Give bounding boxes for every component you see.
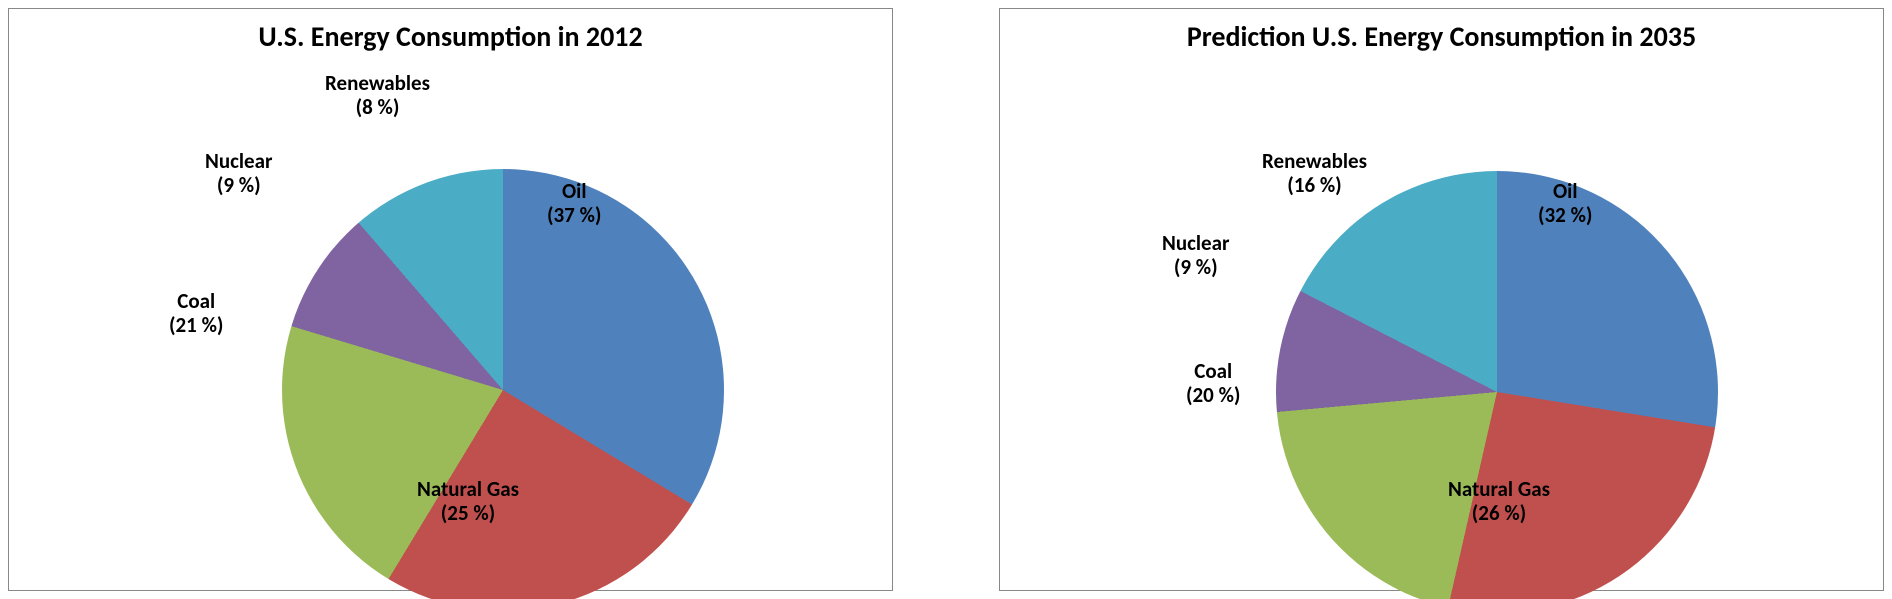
pie-chart-2012	[282, 169, 724, 599]
slice-label-oil: Oil(37 %)	[547, 179, 601, 227]
slice-label-name: Oil	[1538, 179, 1592, 203]
slice-label-name: Nuclear	[1162, 231, 1229, 255]
slice-label-name: Coal	[169, 289, 223, 313]
slice-label-name: Coal	[1186, 359, 1240, 383]
slice-label-percent: (8 %)	[325, 95, 430, 119]
slice-label-coal: Coal(20 %)	[1186, 359, 1240, 407]
pie-chart-2035	[1276, 171, 1718, 599]
slice-label-percent: (25 %)	[417, 501, 519, 525]
charts-container: U.S. Energy Consumption in 2012 Oil(37 %…	[0, 0, 1892, 599]
slice-label-coal: Coal(21 %)	[169, 289, 223, 337]
slice-label-natural-gas: Natural Gas(26 %)	[1448, 477, 1550, 525]
chart-title-2035: Prediction U.S. Energy Consumption in 20…	[1000, 19, 1883, 54]
slice-label-percent: (20 %)	[1186, 383, 1240, 407]
slice-label-name: Natural Gas	[1448, 477, 1550, 501]
slice-label-name: Natural Gas	[417, 477, 519, 501]
slice-label-natural-gas: Natural Gas(25 %)	[417, 477, 519, 525]
slice-label-percent: (16 %)	[1262, 173, 1367, 197]
slice-label-nuclear: Nuclear(9 %)	[205, 149, 272, 197]
slice-label-name: Renewables	[325, 71, 430, 95]
chart-panel-2012: U.S. Energy Consumption in 2012 Oil(37 %…	[8, 8, 893, 591]
slice-label-name: Oil	[547, 179, 601, 203]
slice-label-percent: (32 %)	[1538, 203, 1592, 227]
slice-label-nuclear: Nuclear(9 %)	[1162, 231, 1229, 279]
slice-label-name: Renewables	[1262, 149, 1367, 173]
chart-panel-2035: Prediction U.S. Energy Consumption in 20…	[999, 8, 1884, 591]
slice-label-percent: (9 %)	[205, 173, 272, 197]
slice-label-renewables: Renewables(16 %)	[1262, 149, 1367, 197]
slice-label-percent: (9 %)	[1162, 255, 1229, 279]
slice-label-percent: (37 %)	[547, 203, 601, 227]
slice-label-oil: Oil(32 %)	[1538, 179, 1592, 227]
slice-label-name: Nuclear	[205, 149, 272, 173]
slice-label-renewables: Renewables(8 %)	[325, 71, 430, 119]
slice-label-percent: (21 %)	[169, 313, 223, 337]
chart-title-2012: U.S. Energy Consumption in 2012	[9, 19, 892, 54]
slice-label-percent: (26 %)	[1448, 501, 1550, 525]
